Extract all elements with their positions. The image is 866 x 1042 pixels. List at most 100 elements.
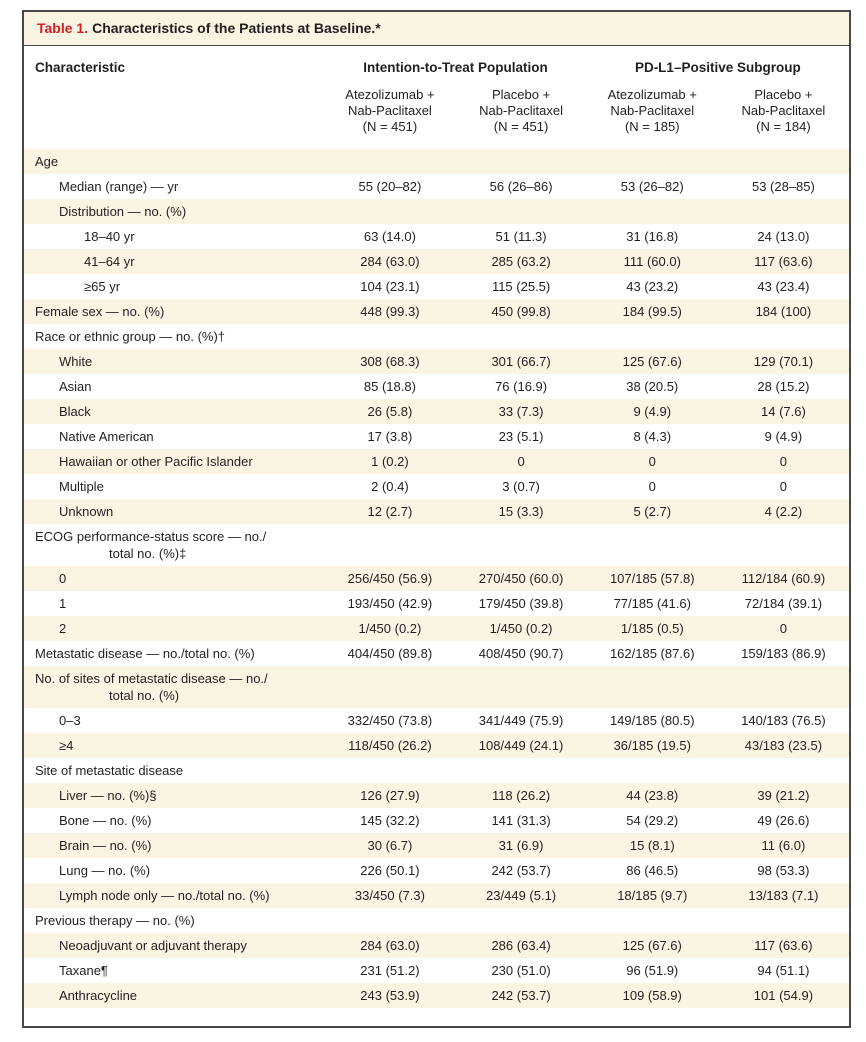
table-row: Unknown 12 (2.7) 15 (3.3) 5 (2.7) 4 (2.2… <box>24 499 849 524</box>
column-header-atezo-pdl1: Atezolizumab + Nab-Paclitaxel (N = 185) <box>587 79 718 149</box>
value-cell-placebo-pdl1: 43/183 (23.5) <box>744 738 823 753</box>
arm-n: (N = 451) <box>362 119 418 134</box>
row-label-line1: 0 <box>59 571 67 586</box>
row-label: Site of metastatic disease <box>24 758 324 783</box>
value-cell-atezo-pdl1: 77/185 (41.6) <box>613 596 691 611</box>
value-cell-placebo-itt: 15 (3.3) <box>498 504 544 519</box>
arm-line1: Atezolizumab + <box>345 87 435 102</box>
value-cell-atezo-pdl1: 125 (67.6) <box>622 938 682 953</box>
row-label-line1: Lymph node only — no./total no. (%) <box>59 888 270 903</box>
table-row: Female sex — no. (%) 448 (99.3) 450 (99.… <box>24 299 849 324</box>
row-label: Metastatic disease — no./total no. (%) <box>24 641 324 666</box>
table-body: Age Median (range) — yr 55 (20–82) 56 (2… <box>24 149 849 1008</box>
value-cell-placebo-itt: 115 (25.5) <box>491 279 551 294</box>
value-cell-placebo-itt: 286 (63.4) <box>491 938 551 953</box>
value-cell-atezo-pdl1: 1/185 (0.5) <box>620 621 684 636</box>
table-row: Multiple 2 (0.4) 3 (0.7) 0 0 <box>24 474 849 499</box>
row-label-line1: Distribution — no. (%) <box>59 204 187 219</box>
value-cell-placebo-pdl1: 24 (13.0) <box>757 229 810 244</box>
value-cell-atezo-pdl1: 15 (8.1) <box>629 838 675 853</box>
row-label: ≥4 <box>24 733 324 758</box>
value-cell-atezo-itt: 104 (23.1) <box>360 279 420 294</box>
value-cell-placebo-pdl1 <box>718 524 849 566</box>
arm-line1: Placebo + <box>754 87 813 102</box>
value-cell-atezo-itt: 193/450 (42.9) <box>347 596 433 611</box>
row-label-line1: 0–3 <box>59 713 81 728</box>
column-header-placebo-pdl1: Placebo + Nab-Paclitaxel (N = 184) <box>718 79 849 149</box>
row-label: Female sex — no. (%) <box>24 299 324 324</box>
value-cell-placebo-itt: 242 (53.7) <box>491 863 551 878</box>
value-cell-atezo-itt: 1 (0.2) <box>371 454 409 469</box>
value-cell-atezo-itt: 284 (63.0) <box>360 938 420 953</box>
row-label-line1: Female sex — no. (%) <box>35 304 165 319</box>
value-cell-placebo-pdl1 <box>718 199 849 224</box>
value-cell-placebo-itt: 31 (6.9) <box>498 838 544 853</box>
value-cell-atezo-itt <box>324 666 455 708</box>
value-cell-atezo-itt: 404/450 (89.8) <box>347 646 433 661</box>
value-cell-placebo-pdl1 <box>718 908 849 933</box>
value-cell-placebo-itt: 230 (51.0) <box>491 963 551 978</box>
value-cell-atezo-pdl1: 9 (4.9) <box>633 404 672 419</box>
value-cell-atezo-pdl1 <box>587 324 718 349</box>
value-cell-atezo-itt: 12 (2.7) <box>367 504 413 519</box>
column-group-itt: Intention-to-Treat Population <box>363 60 548 75</box>
value-cell-atezo-itt: 226 (50.1) <box>360 863 420 878</box>
value-cell-atezo-pdl1: 54 (29.2) <box>626 813 679 828</box>
value-cell-atezo-itt: 126 (27.9) <box>360 788 420 803</box>
value-cell-placebo-pdl1: 94 (51.1) <box>757 963 810 978</box>
table-row: ECOG performance-status score — no./ tota… <box>24 524 849 566</box>
value-cell-atezo-pdl1: 107/185 (57.8) <box>609 571 695 586</box>
value-cell-placebo-itt: 33 (7.3) <box>498 404 544 419</box>
table-row: 18–40 yr 63 (14.0) 51 (11.3) 31 (16.8) 2… <box>24 224 849 249</box>
arm-line2: Nab-Paclitaxel <box>610 103 695 118</box>
row-label: 0 <box>24 566 324 591</box>
row-label: Anthracycline <box>24 983 324 1008</box>
value-cell-atezo-itt: 17 (3.8) <box>367 429 413 444</box>
table-row: Taxane¶ 231 (51.2) 230 (51.0) 96 (51.9) … <box>24 958 849 983</box>
value-cell-atezo-itt: 256/450 (56.9) <box>347 571 433 586</box>
row-label-line1: Brain — no. (%) <box>59 838 152 853</box>
value-cell-placebo-itt: 301 (66.7) <box>491 354 551 369</box>
value-cell-placebo-pdl1: 72/184 (39.1) <box>744 596 823 611</box>
value-cell-placebo-itt: 3 (0.7) <box>502 479 540 494</box>
value-cell-placebo-itt: 285 (63.2) <box>491 254 551 269</box>
row-label: Lung — no. (%) <box>24 858 324 883</box>
value-cell-placebo-pdl1 <box>718 666 849 708</box>
value-cell-placebo-itt <box>456 524 587 566</box>
value-cell-placebo-itt: 76 (16.9) <box>495 379 548 394</box>
table-row: Bone — no. (%) 145 (32.2) 141 (31.3) 54 … <box>24 808 849 833</box>
value-cell-placebo-pdl1: 0 <box>779 621 788 636</box>
value-cell-placebo-itt: 51 (11.3) <box>495 229 547 244</box>
table-row: Previous therapy — no. (%) <box>24 908 849 933</box>
row-label-line1: Neoadjuvant or adjuvant therapy <box>59 938 247 953</box>
row-label-line1: No. of sites of metastatic disease — no.… <box>35 671 268 686</box>
value-cell-placebo-itt: 408/450 (90.7) <box>478 646 564 661</box>
table-row: White 308 (68.3) 301 (66.7) 125 (67.6) 1… <box>24 349 849 374</box>
value-cell-atezo-itt <box>324 324 455 349</box>
row-label-line1: Lung — no. (%) <box>59 863 151 878</box>
column-header-characteristic: Characteristic <box>35 60 126 75</box>
row-label-line1: 18–40 yr <box>84 229 135 244</box>
arm-line2: Nab-Paclitaxel <box>479 103 563 118</box>
table-row: Hawaiian or other Pacific Islander 1 (0.… <box>24 449 849 474</box>
baseline-characteristics-table: Characteristic Intention-to-Treat Popula… <box>24 46 849 1008</box>
value-cell-placebo-pdl1 <box>718 324 849 349</box>
value-cell-placebo-itt <box>456 908 587 933</box>
value-cell-atezo-itt: 231 (51.2) <box>360 963 420 978</box>
row-label-line1: ECOG performance-status score — no./ <box>35 529 267 544</box>
value-cell-atezo-itt: 26 (5.8) <box>367 404 413 419</box>
table-number-label: Table 1. <box>37 20 89 36</box>
arm-n: (N = 451) <box>493 119 549 134</box>
row-label-line1: 2 <box>59 621 67 636</box>
table-row: Brain — no. (%) 30 (6.7) 31 (6.9) 15 (8.… <box>24 833 849 858</box>
value-cell-atezo-pdl1: 162/185 (87.6) <box>609 646 695 661</box>
value-cell-atezo-itt: 145 (32.2) <box>360 813 420 828</box>
row-label-line1: ≥65 yr <box>84 279 121 294</box>
value-cell-atezo-pdl1: 149/185 (80.5) <box>609 713 695 728</box>
row-label-line1: Native American <box>59 429 154 444</box>
value-cell-atezo-pdl1: 0 <box>648 454 656 469</box>
value-cell-atezo-pdl1: 0 <box>648 479 656 494</box>
row-label: Race or ethnic group — no. (%)† <box>24 324 324 349</box>
group-header-row: Characteristic Intention-to-Treat Popula… <box>24 46 849 79</box>
row-label: ECOG performance-status score — no./ tota… <box>24 524 324 566</box>
